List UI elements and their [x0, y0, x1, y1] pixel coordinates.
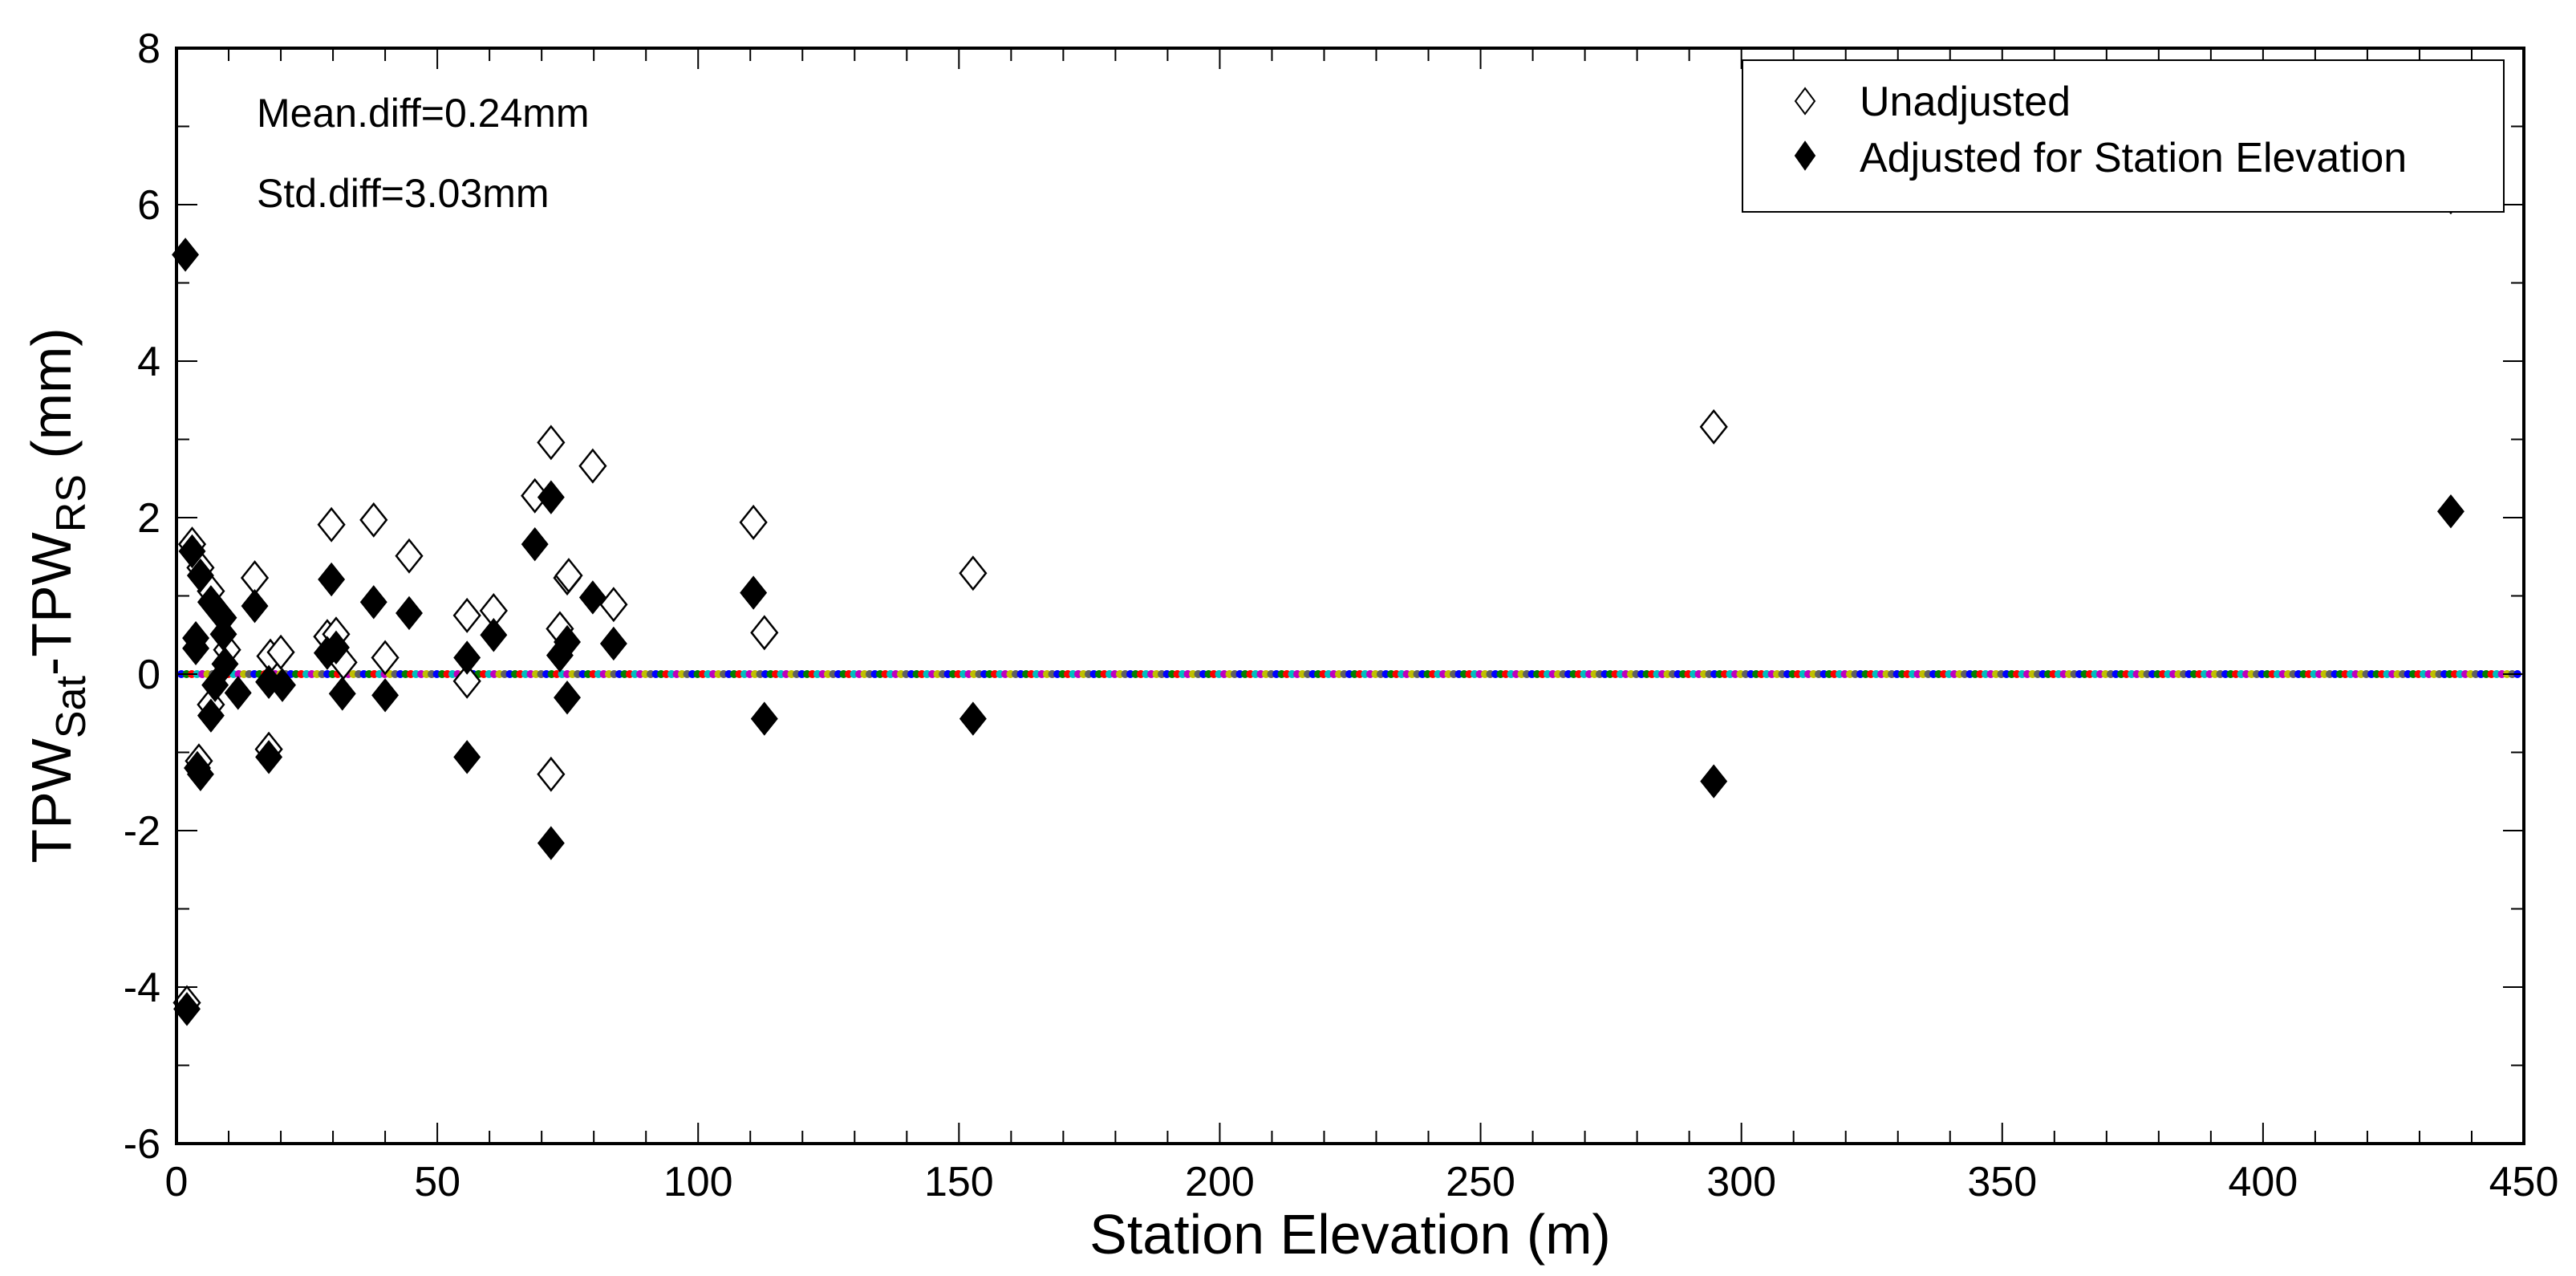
data-point-adjusted [2437, 494, 2464, 529]
data-point-adjusted [546, 638, 574, 673]
data-point-unadjusted [578, 448, 607, 484]
data-point-unadjusted [750, 615, 779, 651]
series-adjusted [172, 238, 2464, 1026]
y-tick-label: -4 [124, 965, 160, 1011]
data-point-unadjusted [359, 502, 388, 538]
x-tick-label: 350 [1967, 1159, 2037, 1205]
data-point-adjusted [359, 585, 387, 620]
x-tick-label: 100 [663, 1159, 733, 1205]
data-point-adjusted [537, 826, 565, 860]
y-axis-title: TPWSat-TPWRS (mm) [20, 327, 95, 863]
data-point-adjusted [318, 562, 346, 597]
data-point-adjusted [453, 740, 481, 774]
x-tick-label: 50 [414, 1159, 460, 1205]
data-point-adjusted [211, 647, 239, 681]
data-point-adjusted [224, 676, 252, 710]
data-point-unadjusted [266, 634, 295, 670]
y-tick-label: 4 [137, 339, 160, 385]
data-point-unadjusted [452, 663, 481, 699]
filled-diamond-icon [1794, 140, 1816, 171]
data-point-unadjusted [554, 558, 583, 594]
data-point-adjusted [480, 618, 508, 652]
data-point-adjusted [959, 701, 987, 736]
y-tick-label: 8 [137, 26, 160, 72]
legend: Unadjusted Adjusted for Station Elevatio… [1742, 59, 2505, 213]
data-point-unadjusted [452, 597, 481, 633]
data-point-unadjusted [1699, 408, 1728, 445]
data-point-adjusted [328, 677, 356, 711]
data-point-adjusted [182, 631, 210, 666]
mean-diff-annotation: Mean.diff=0.24mm [257, 91, 590, 136]
legend-label-unadjusted: Unadjusted [1860, 79, 2071, 125]
y-axis-title-unit: (mm) [20, 327, 83, 474]
data-point-adjusted [241, 588, 269, 624]
data-point-adjusted [578, 580, 606, 615]
y-tick-label: -6 [124, 1121, 160, 1168]
x-tick-labels: 0 50 100 150 200 250 300 350 400 450 [165, 1159, 2559, 1205]
data-point-unadjusted [537, 756, 566, 792]
data-point-adjusted [173, 992, 201, 1026]
y-axis-title-sub-sat: Sat [48, 676, 95, 739]
data-point-adjusted [197, 698, 225, 733]
x-tick-label: 200 [1185, 1159, 1255, 1205]
data-point-unadjusted [959, 555, 988, 591]
data-point-adjusted [396, 595, 423, 631]
data-point-adjusted [323, 630, 350, 665]
data-point-unadjusted [537, 425, 566, 461]
data-point-adjusted [537, 480, 565, 514]
y-tick-label: 0 [137, 652, 160, 698]
x-tick-label: 300 [1706, 1159, 1776, 1205]
data-point-adjusted [178, 534, 206, 569]
data-point-unadjusted [371, 640, 400, 676]
data-point-adjusted [1700, 764, 1728, 799]
legend-box [1742, 59, 2505, 213]
x-tick-label: 400 [2229, 1159, 2298, 1205]
std-diff-annotation: Std.diff=3.03mm [257, 171, 550, 216]
y-tick-label: 2 [137, 495, 160, 542]
x-tick-label: 250 [1446, 1159, 1515, 1205]
zero-reference-line [177, 670, 2521, 678]
legend-label-adjusted: Adjusted for Station Elevation [1860, 135, 2407, 181]
data-point-adjusted [521, 526, 549, 562]
data-point-adjusted [554, 681, 581, 715]
y-tick-labels: -6 -4 -2 0 2 4 6 8 [124, 26, 160, 1168]
data-point-unadjusted [739, 504, 768, 540]
data-point-unadjusted [599, 587, 628, 623]
y-axis-title-mid: -TPW [20, 532, 83, 676]
x-tick-label: 0 [165, 1159, 189, 1205]
x-tick-label: 150 [924, 1159, 994, 1205]
data-point-adjusted [269, 668, 296, 702]
data-point-adjusted [201, 668, 229, 702]
axis-ticks [176, 47, 2525, 1144]
x-axis-title: Station Elevation (m) [1089, 1203, 1611, 1266]
y-axis-title-main: TPW [20, 738, 83, 864]
data-point-adjusted [740, 575, 768, 610]
open-diamond-icon [1794, 87, 1816, 116]
data-point-adjusted [186, 757, 214, 792]
data-point-adjusted [453, 640, 481, 675]
data-point-adjusted [750, 701, 778, 736]
y-axis-title-sub-rs: RS [48, 474, 95, 532]
data-point-adjusted [255, 740, 283, 774]
x-tick-label: 450 [2489, 1159, 2559, 1205]
data-point-adjusted [186, 558, 214, 593]
data-point-adjusted [371, 678, 400, 713]
data-point-unadjusted [395, 538, 424, 574]
data-point-unadjusted [317, 506, 346, 543]
data-point-adjusted [599, 626, 627, 661]
y-tick-label: -2 [124, 808, 160, 855]
y-tick-label: 6 [137, 182, 160, 229]
